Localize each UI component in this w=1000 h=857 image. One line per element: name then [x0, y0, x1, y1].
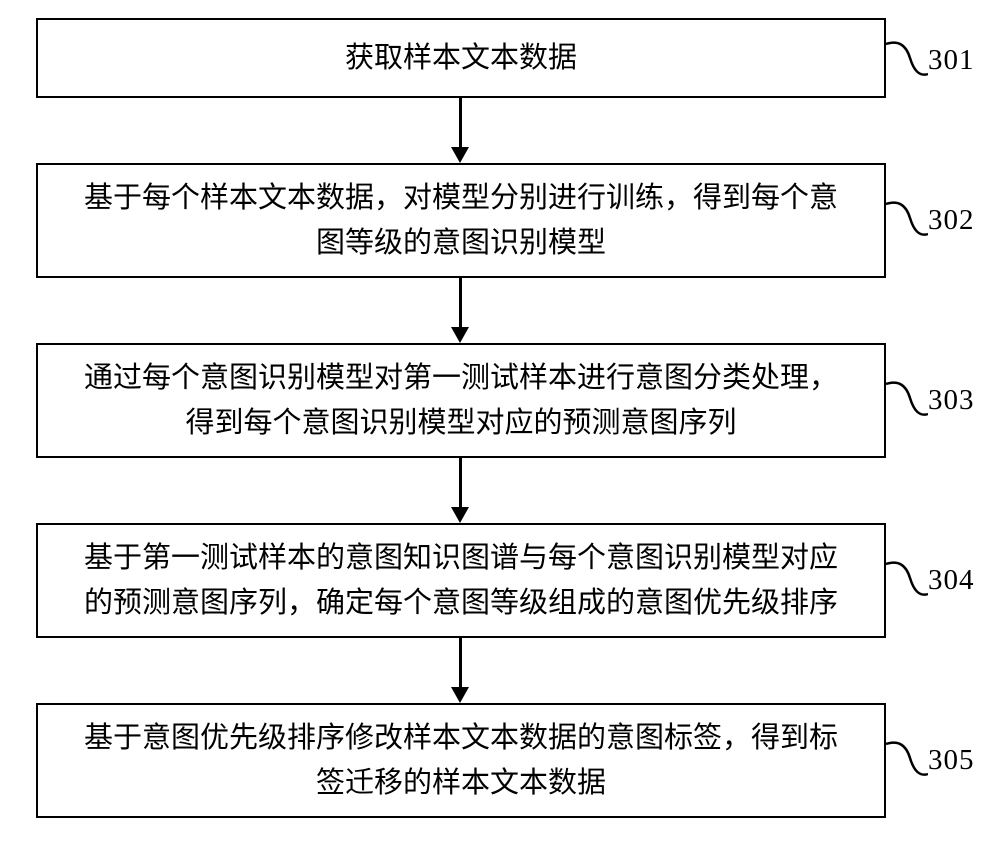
arrow-3-line [459, 458, 462, 508]
step-label-303: 303 [928, 384, 975, 417]
step-label-301: 301 [928, 44, 975, 77]
connector-303 [886, 376, 928, 420]
connector-302 [886, 196, 928, 240]
step-text: 基于第一测试样本的意图知识图谱与每个意图识别模型对应的预测意图序列，确定每个意图… [78, 536, 844, 626]
connector-305 [886, 736, 928, 780]
arrow-4-line [459, 638, 462, 688]
step-text: 基于每个样本文本数据，对模型分别进行训练，得到每个意图等级的意图识别模型 [78, 176, 844, 266]
step-box-302: 基于每个样本文本数据，对模型分别进行训练，得到每个意图等级的意图识别模型 [36, 163, 886, 278]
step-box-304: 基于第一测试样本的意图知识图谱与每个意图识别模型对应的预测意图序列，确定每个意图… [36, 523, 886, 638]
arrow-3-head [451, 507, 469, 523]
arrow-2-line [459, 278, 462, 328]
step-label-304: 304 [928, 564, 975, 597]
arrow-2-head [451, 327, 469, 343]
step-box-301: 获取样本文本数据 [36, 18, 886, 98]
arrow-1-head [451, 147, 469, 163]
step-label-305: 305 [928, 744, 975, 777]
connector-304 [886, 556, 928, 600]
step-text: 获取样本文本数据 [345, 36, 577, 81]
step-box-303: 通过每个意图识别模型对第一测试样本进行意图分类处理，得到每个意图识别模型对应的预… [36, 343, 886, 458]
connector-301 [886, 36, 928, 80]
flowchart-canvas: 获取样本文本数据 基于每个样本文本数据，对模型分别进行训练，得到每个意图等级的意… [0, 0, 1000, 857]
arrow-4-head [451, 687, 469, 703]
step-text: 通过每个意图识别模型对第一测试样本进行意图分类处理，得到每个意图识别模型对应的预… [78, 356, 844, 446]
step-text: 基于意图优先级排序修改样本文本数据的意图标签，得到标签迁移的样本文本数据 [78, 716, 844, 806]
step-label-302: 302 [928, 204, 975, 237]
step-box-305: 基于意图优先级排序修改样本文本数据的意图标签，得到标签迁移的样本文本数据 [36, 703, 886, 818]
arrow-1-line [459, 98, 462, 148]
